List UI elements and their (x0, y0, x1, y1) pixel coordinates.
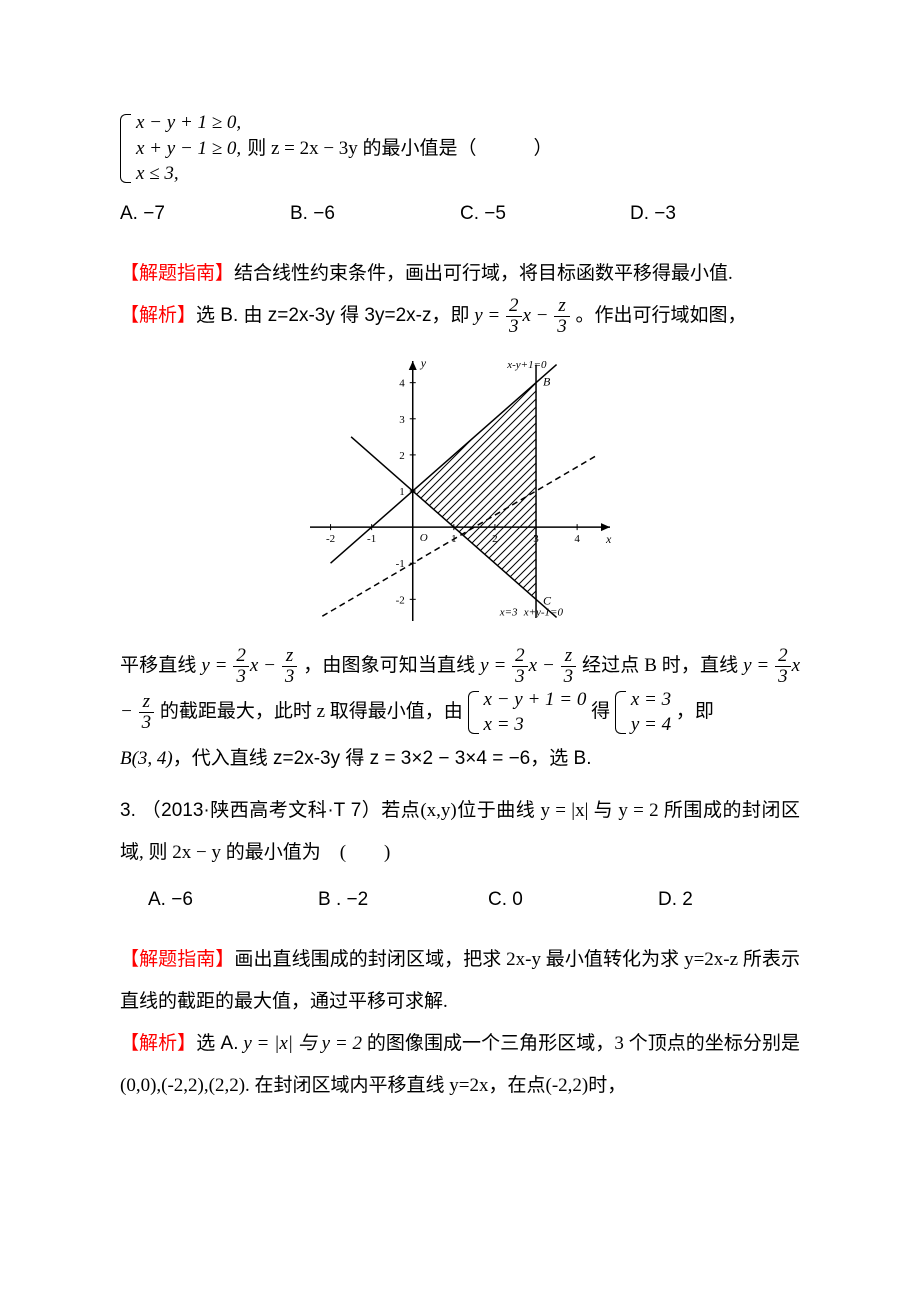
svg-text:x=3: x=3 (499, 606, 518, 618)
gets-text: 得 (591, 701, 610, 722)
comma-ji: ，即 (676, 701, 714, 722)
svg-text:-1: -1 (367, 533, 376, 545)
hint-text: 结合线性约束条件，画出可行域，将目标函数平移得最小值. (234, 263, 733, 284)
constraint-3: x ≤ 3, (136, 161, 241, 187)
ana-after-d: 的截距最大，此时 z 取得最小值，由 (160, 701, 463, 722)
q2-opt-b: B. −6 (290, 193, 460, 235)
q3-analysis: 【解析】选 A. y = |x| 与 y = 2 的图像围成一个三角形区域，3 … (120, 1023, 800, 1107)
ana-after-c: 经过点 B 时，直线 (582, 655, 738, 676)
svg-text:x-y+1=0: x-y+1=0 (506, 359, 547, 371)
constraint-1: x − y + 1 ≥ 0, (136, 110, 241, 136)
eq-rep-1: y = 23x − z3 (201, 655, 298, 676)
ana-final: ，代入直线 z=2x-3y 得 z = 3×2 − 3×4 = −6，选 B. (173, 748, 592, 769)
feasible-region-figure: -2-11234-2-11234OxyBCx-y+1=0x+y-1=0x=3 (120, 341, 800, 641)
q3-eq: y = |x| 与 y = 2 (243, 1033, 362, 1054)
q2-analysis-2: 平移直线 y = 23x − z3 ，由图象可知当直线 y = 23x − z3… (120, 645, 800, 738)
constraint-brace: x − y + 1 ≥ 0, x + y − 1 ≥ 0, x ≤ 3, (120, 110, 241, 187)
q2-analysis-1: 【解析】选 B. 由 z=2x-3y 得 3y=2x-z，即 y = 23x −… (120, 295, 800, 337)
q2-opt-a: A. −7 (120, 193, 290, 235)
q3-ana-tag: 【解析】 (120, 1033, 196, 1054)
q2-hint: 【解题指南】结合线性约束条件，画出可行域，将目标函数平移得最小值. (120, 253, 800, 295)
q3-hint-tag: 【解题指南】 (120, 949, 234, 970)
svg-text:-2: -2 (396, 594, 405, 606)
ana-text-a: 选 B. 由 z=2x-3y 得 3y=2x-z，即 (196, 305, 469, 326)
q3-options: A. −6 B . −2 C. 0 D. 2 (120, 879, 800, 921)
q2-opt-c: C. −5 (460, 193, 630, 235)
constraint-2: x + y − 1 ≥ 0, (136, 136, 241, 162)
lp-chart: -2-11234-2-11234OxyBCx-y+1=0x+y-1=0x=3 (290, 341, 630, 641)
q3-opt-c: C. 0 (460, 879, 630, 921)
svg-text:4: 4 (399, 377, 405, 389)
q3-stem: 3. （2013·陕西高考文科·T 7）若点(x,y)位于曲线 y = |x| … (120, 790, 800, 874)
q3-hint: 【解题指南】画出直线围成的封闭区域，把求 2x-y 最小值转化为求 y=2x-z… (120, 939, 800, 1023)
svg-text:2: 2 (399, 449, 405, 461)
eq-rep-2: y = 23x − z3 (480, 655, 577, 676)
eq-y-piece: y = 23x − z3 (474, 305, 575, 326)
sys-b: x = 3 y = 4 (615, 687, 671, 738)
q3-opt-b: B . −2 (290, 879, 460, 921)
q3-opt-d: D. 2 (630, 879, 800, 921)
svg-text:y: y (420, 356, 427, 370)
svg-text:x+y-1=0: x+y-1=0 (523, 606, 564, 618)
svg-text:B: B (543, 374, 551, 388)
svg-text:x: x (605, 532, 612, 546)
q2-options: A. −7 B. −6 C. −5 D. −3 (120, 193, 800, 235)
sys-a: x − y + 1 = 0 x = 3 (468, 687, 587, 738)
svg-text:3: 3 (399, 413, 405, 425)
q2-opt-d: D. −3 (630, 193, 800, 235)
q2-analysis-3: B(3, 4)，代入直线 z=2x-3y 得 z = 3×2 − 3×4 = −… (120, 738, 800, 780)
hint-tag: 【解题指南】 (120, 263, 234, 284)
q2-tail: 则 z = 2x − 3y 的最小值是（ ） (247, 128, 552, 170)
svg-text:O: O (420, 532, 428, 544)
analysis-tag: 【解析】 (120, 305, 196, 326)
ana-text-b: 。作出可行域如图， (576, 305, 747, 326)
point-b: B(3, 4) (120, 748, 173, 769)
svg-text:1: 1 (399, 486, 405, 498)
q3-ana-a: 选 A. (196, 1033, 238, 1054)
ana-after-b: ，由图象可知当直线 (303, 655, 475, 676)
document-page: x − y + 1 ≥ 0, x + y − 1 ≥ 0, x ≤ 3, 则 z… (0, 0, 920, 1302)
ana-after-a: 平移直线 (120, 655, 196, 676)
q3-lead: 3. （2013·陕西高考文科·T 7） (120, 800, 381, 821)
svg-text:4: 4 (574, 533, 580, 545)
svg-text:-2: -2 (326, 533, 335, 545)
q3-opt-a: A. −6 (120, 879, 290, 921)
svg-text:C: C (543, 593, 552, 607)
q2-constraints-row: x − y + 1 ≥ 0, x + y − 1 ≥ 0, x ≤ 3, 则 z… (120, 110, 800, 187)
